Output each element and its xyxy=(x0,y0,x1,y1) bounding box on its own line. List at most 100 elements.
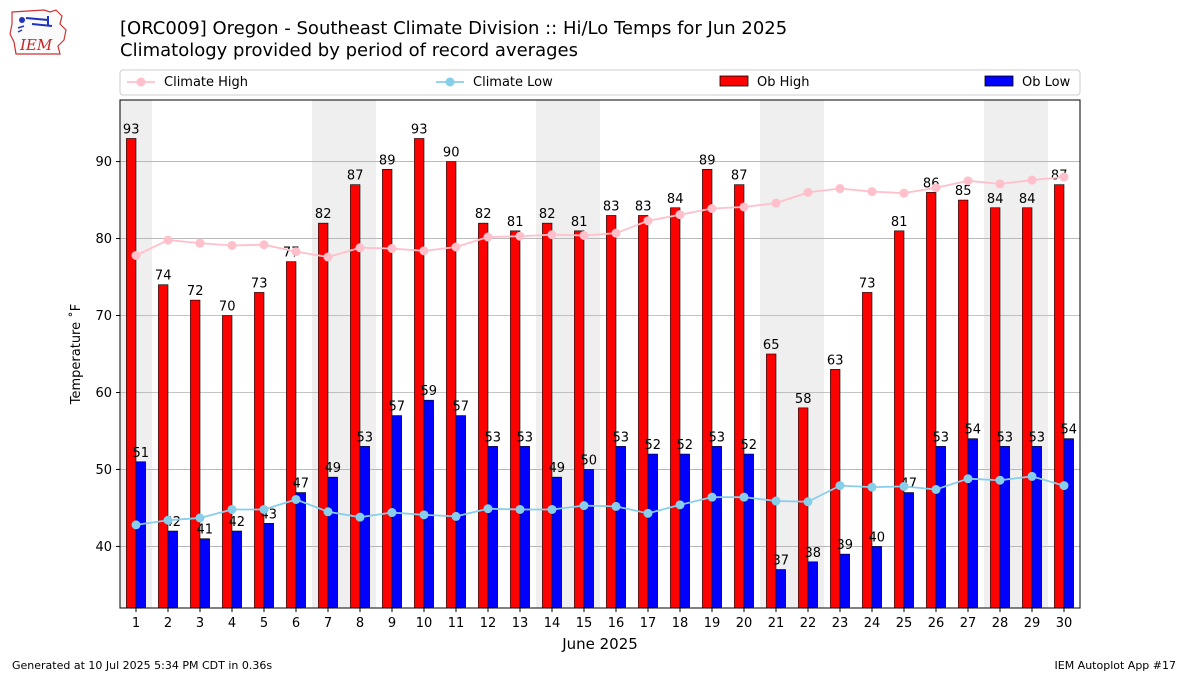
ob-low-bar-20 xyxy=(743,453,754,609)
climate-high-point-1 xyxy=(131,250,141,260)
ob-low-bar-7 xyxy=(327,476,338,609)
ob-low-bar-6 xyxy=(295,492,306,609)
x-tick-label-20: 20 xyxy=(736,616,753,631)
climate-low-point-15 xyxy=(579,501,589,511)
x-tick-label-11: 11 xyxy=(448,616,465,631)
ob-low-bar-3 xyxy=(199,538,210,609)
climate-low-line xyxy=(135,475,1065,526)
ob-low-bar-15 xyxy=(583,469,594,609)
ob-high-bar-28 xyxy=(990,207,1001,609)
climate-low-point-3 xyxy=(195,513,205,523)
ob-high-bar-29 xyxy=(1022,207,1033,609)
climate-low-point-10 xyxy=(419,510,429,520)
ob-low-value-label-29: 53 xyxy=(1029,430,1046,445)
ob-low-bar-14 xyxy=(551,476,562,609)
legend-ob-high-label: Ob High xyxy=(757,75,810,90)
x-tick-label-25: 25 xyxy=(896,616,913,631)
ob-low-value-label-3: 41 xyxy=(197,523,214,538)
climate-low-point-6 xyxy=(291,494,301,504)
ob-low-bar-19 xyxy=(711,446,722,609)
ob-high-value-label-5: 73 xyxy=(251,276,268,291)
climate-high-point-15 xyxy=(579,230,589,240)
ob-low-bar-27 xyxy=(967,438,978,609)
ob-high-bar-15 xyxy=(574,230,585,609)
ob-high-bar-11 xyxy=(446,161,457,609)
climate-low-point-23 xyxy=(835,481,845,491)
climate-low-point-28 xyxy=(995,475,1005,485)
x-axis-label: June 2025 xyxy=(561,635,638,653)
climate-low-point-29 xyxy=(1027,471,1037,481)
ob-low-bar-23 xyxy=(839,553,850,609)
climate-low-point-17 xyxy=(643,508,653,518)
ob-low-value-label-22: 38 xyxy=(805,546,822,561)
y-axis-label: Temperature ˚F xyxy=(68,304,84,405)
x-tick-label-21: 21 xyxy=(768,616,785,631)
y-tick-label-80: 80 xyxy=(95,232,112,247)
ob-high-bar-16 xyxy=(606,215,617,609)
climate-high-point-18 xyxy=(675,210,685,220)
ob-low-value-label-9: 57 xyxy=(389,400,406,415)
ob-high-bar-30 xyxy=(1054,184,1065,609)
legend-climate-low-label: Climate Low xyxy=(473,75,553,90)
climate-high-point-26 xyxy=(931,183,941,193)
climate-low-point-19 xyxy=(707,492,717,502)
climate-high-point-9 xyxy=(387,244,397,254)
ob-low-bar-22 xyxy=(807,561,818,609)
ob-low-bar-21 xyxy=(775,569,786,609)
ob-high-value-label-9: 89 xyxy=(379,153,396,168)
ob-low-value-label-20: 52 xyxy=(741,438,758,453)
x-tick-label-6: 6 xyxy=(292,616,300,631)
ob-low-value-label-19: 53 xyxy=(709,430,726,445)
ob-high-value-label-24: 73 xyxy=(859,276,876,291)
climate-high-point-2 xyxy=(163,235,173,245)
ob-high-value-label-20: 87 xyxy=(731,169,748,184)
ob-low-value-label-17: 52 xyxy=(645,438,662,453)
bar-marks xyxy=(126,138,1074,609)
ob-low-bar-16 xyxy=(615,446,626,609)
climate-lines xyxy=(131,172,1069,530)
ob-high-value-label-3: 72 xyxy=(187,284,204,299)
climate-low-point-30 xyxy=(1059,481,1069,491)
chart-subtitle: Climatology provided by period of record… xyxy=(120,40,578,61)
ob-low-value-label-8: 53 xyxy=(357,430,374,445)
chart-title: [ORC009] Oregon - Southeast Climate Divi… xyxy=(120,18,788,39)
ob-low-bar-28 xyxy=(999,446,1010,609)
ob-high-bar-17 xyxy=(638,215,649,609)
climate-high-point-30 xyxy=(1059,172,1069,182)
x-tick-label-16: 16 xyxy=(608,616,625,631)
ob-high-value-label-22: 58 xyxy=(795,392,812,407)
climate-high-point-4 xyxy=(227,240,237,250)
ob-high-value-label-7: 82 xyxy=(315,207,332,222)
x-tick-label-15: 15 xyxy=(576,616,593,631)
ob-high-bar-26 xyxy=(926,192,937,609)
ob-high-value-label-29: 84 xyxy=(1019,192,1036,207)
ob-high-bar-4 xyxy=(222,315,233,609)
ob-high-bar-7 xyxy=(318,222,329,609)
x-tick-label-28: 28 xyxy=(992,616,1009,631)
x-tick-label-14: 14 xyxy=(544,616,561,631)
climate-high-point-22 xyxy=(803,187,813,197)
legend-climate-high-label: Climate High xyxy=(164,75,248,90)
legend-ob-low-label: Ob Low xyxy=(1022,75,1071,90)
x-tick-label-5: 5 xyxy=(260,616,268,631)
climate-low-point-1 xyxy=(131,520,141,530)
legend-item-climate-low: Climate Low xyxy=(436,75,553,90)
x-tick-label-8: 8 xyxy=(356,616,364,631)
ob-low-bar-1 xyxy=(135,461,146,609)
x-tick-label-18: 18 xyxy=(672,616,689,631)
climate-high-point-8 xyxy=(355,243,365,253)
ob-high-value-label-12: 82 xyxy=(475,207,492,222)
ob-high-value-label-15: 81 xyxy=(571,215,588,230)
climate-high-point-16 xyxy=(611,228,621,238)
ob-low-value-label-23: 39 xyxy=(837,538,854,553)
ob-high-bar-22 xyxy=(798,407,809,609)
ob-low-value-label-24: 40 xyxy=(869,530,886,545)
ob-high-bar-19 xyxy=(702,168,713,609)
ob-high-value-label-4: 70 xyxy=(219,300,236,315)
ob-high-bar-20 xyxy=(734,184,745,609)
ob-low-value-label-12: 53 xyxy=(485,430,502,445)
ob-high-bar-25 xyxy=(894,230,905,609)
ob-low-bar-10 xyxy=(423,399,434,609)
legend-ob-high-swatch xyxy=(719,75,749,87)
